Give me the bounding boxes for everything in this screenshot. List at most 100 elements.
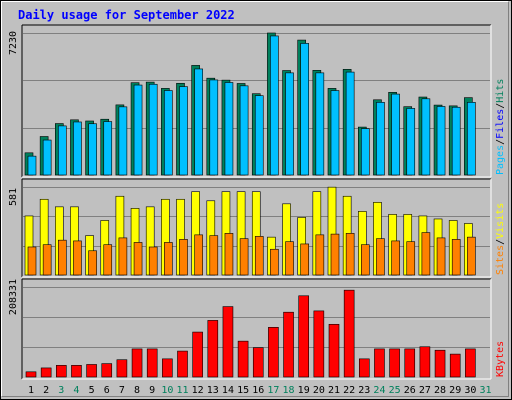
bar-files-day-20: [315, 72, 325, 176]
bar-sites-day-7: [118, 237, 128, 276]
panel-top: 7230 Pages/Files/Hits: [8, 24, 506, 178]
bar-kbytes-day-28: [434, 349, 446, 378]
legend-middle: Sites/Visits: [495, 203, 506, 275]
bar-sites-day-26: [406, 241, 416, 276]
bar-sites-day-18: [285, 241, 294, 276]
bar-sites-day-28: [436, 237, 446, 276]
bar-kbytes-day-16: [252, 347, 264, 378]
bar-files-day-28: [436, 106, 446, 176]
bar-kbytes-day-8: [131, 348, 143, 378]
bar-kbytes-day-18: [283, 311, 294, 378]
legend-bottom: KBytes: [495, 341, 506, 377]
legend-item-top-1: /: [495, 139, 506, 145]
bar-kbytes-day-11: [177, 350, 188, 378]
bar-files-day-7: [118, 106, 128, 176]
chart-title: Daily usage for September 2022: [18, 8, 235, 22]
bar-files-day-19: [300, 43, 310, 176]
bar-files-day-6: [103, 121, 113, 176]
bar-files-day-17: [270, 35, 279, 176]
x-tick-label-day-1: 1: [28, 385, 34, 396]
x-tick-label-day-30: 30: [464, 385, 476, 396]
bar-kbytes-day-21: [328, 323, 340, 378]
x-tick-label-day-10: 10: [161, 385, 173, 396]
bar-files-day-26: [406, 108, 416, 176]
panel-middle: 581 Sites/Visits: [8, 178, 506, 278]
y-max-label-bottom: 208331: [8, 279, 19, 315]
x-tick-label-day-19: 19: [298, 385, 310, 396]
bar-sites-day-11: [179, 239, 188, 276]
bar-kbytes-day-30: [465, 348, 476, 378]
x-tick-label-day-24: 24: [373, 385, 385, 396]
bar-kbytes-day-12: [192, 331, 203, 378]
bar-kbytes-day-27: [419, 346, 431, 378]
bar-kbytes-day-7: [116, 359, 128, 378]
bar-files-day-2: [42, 139, 52, 176]
bar-kbytes-day-2: [40, 367, 52, 378]
bar-sites-day-29: [451, 239, 461, 276]
bar-kbytes-day-23: [358, 358, 370, 378]
x-tick-label-day-11: 11: [176, 385, 188, 396]
x-tick-label-day-27: 27: [419, 385, 431, 396]
y-max-label-middle: 581: [8, 188, 19, 206]
legend-item-middle-2: Visits: [495, 203, 506, 239]
bar-files-day-1: [27, 155, 37, 176]
x-tick-label-day-5: 5: [89, 385, 95, 396]
legend-item-middle-0: Sites: [495, 245, 506, 275]
bar-sites-day-2: [42, 244, 52, 276]
bar-sites-day-9: [148, 246, 158, 276]
bar-kbytes-day-3: [55, 365, 67, 378]
bar-sites-day-27: [421, 232, 431, 276]
bar-kbytes-day-20: [313, 310, 325, 378]
bar-kbytes-day-25: [389, 348, 400, 378]
x-tick-label-day-28: 28: [434, 385, 446, 396]
x-tick-label-day-6: 6: [104, 385, 110, 396]
bar-files-day-30: [467, 102, 476, 176]
bar-sites-day-22: [345, 233, 355, 276]
bar-files-day-18: [285, 72, 294, 176]
x-tick-label-day-18: 18: [283, 385, 295, 396]
bar-sites-day-24: [376, 238, 385, 276]
x-tick-label-day-13: 13: [207, 385, 219, 396]
bar-kbytes-day-26: [404, 348, 416, 378]
x-tick-label-day-23: 23: [358, 385, 370, 396]
bar-files-day-27: [421, 98, 431, 176]
x-tick-label-day-26: 26: [404, 385, 416, 396]
bar-sites-day-21: [330, 233, 340, 276]
bar-kbytes-day-6: [101, 363, 113, 378]
bar-files-day-12: [194, 68, 203, 176]
bar-files-day-10: [164, 90, 173, 176]
x-tick-label-day-3: 3: [58, 385, 64, 396]
bar-sites-day-4: [73, 240, 82, 276]
x-tick-label-day-29: 29: [449, 385, 461, 396]
bar-sites-day-17: [270, 248, 279, 276]
legend-item-top-2: Files: [495, 109, 506, 139]
x-tick-label-day-15: 15: [237, 385, 249, 396]
bar-sites-day-25: [391, 240, 400, 276]
x-tick-label-day-17: 17: [267, 385, 279, 396]
bar-kbytes-day-13: [207, 320, 219, 378]
legend-top: Pages/Files/Hits: [495, 79, 506, 175]
y-max-label-top: 7230: [8, 31, 19, 55]
bar-files-day-16: [254, 95, 264, 176]
bar-sites-day-8: [133, 242, 143, 276]
x-tick-label-day-25: 25: [389, 385, 401, 396]
x-tick-label-day-14: 14: [222, 385, 234, 396]
bar-files-day-15: [239, 85, 249, 176]
legend-item-middle-1: /: [495, 239, 506, 245]
bar-sites-day-10: [164, 242, 173, 276]
bar-sites-day-1: [27, 246, 37, 276]
bar-sites-day-5: [88, 250, 97, 276]
x-tick-label-day-12: 12: [192, 385, 204, 396]
bar-sites-day-16: [254, 236, 264, 276]
bar-files-day-29: [451, 106, 461, 176]
bar-sites-day-12: [194, 234, 203, 276]
bar-files-day-22: [345, 71, 355, 176]
bar-files-day-5: [88, 123, 97, 176]
bar-sites-day-30: [467, 236, 476, 276]
bar-files-day-3: [57, 125, 67, 176]
bar-sites-day-19: [300, 243, 310, 276]
x-tick-label-day-16: 16: [252, 385, 264, 396]
bar-files-day-23: [360, 128, 370, 176]
